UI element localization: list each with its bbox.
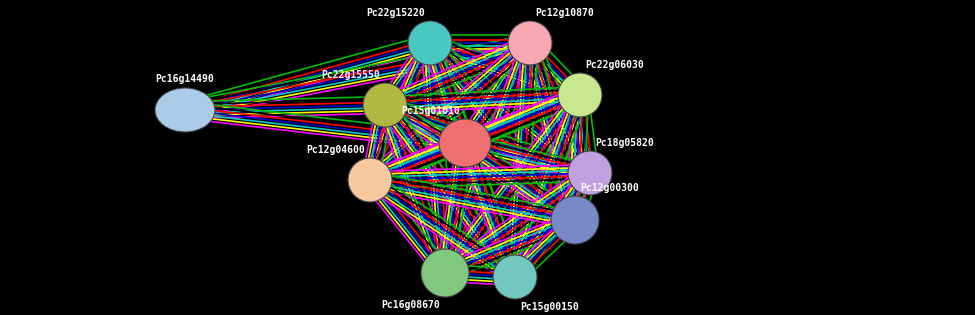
Text: Pc12g10870: Pc12g10870 — [535, 8, 594, 18]
Ellipse shape — [421, 249, 469, 297]
Ellipse shape — [508, 21, 552, 65]
Ellipse shape — [348, 158, 392, 202]
Ellipse shape — [439, 119, 491, 167]
Text: Pc12g00300: Pc12g00300 — [580, 183, 639, 193]
Text: Pc22g06030: Pc22g06030 — [585, 60, 644, 70]
Text: Pc16g08670: Pc16g08670 — [381, 300, 440, 310]
Text: Pc12g04600: Pc12g04600 — [306, 145, 365, 155]
Ellipse shape — [408, 21, 452, 65]
Text: Pc18g05820: Pc18g05820 — [595, 138, 654, 148]
Text: Pc22g15550: Pc22g15550 — [321, 70, 380, 80]
Text: Pc15g00150: Pc15g00150 — [520, 302, 579, 312]
Ellipse shape — [363, 83, 407, 127]
Text: Pc22g15220: Pc22g15220 — [367, 8, 425, 18]
Ellipse shape — [155, 88, 215, 132]
Ellipse shape — [551, 196, 599, 244]
Ellipse shape — [493, 255, 537, 299]
Ellipse shape — [568, 151, 612, 195]
Text: Pc16g14490: Pc16g14490 — [156, 74, 214, 84]
Text: Pc15g01010: Pc15g01010 — [402, 106, 460, 116]
Ellipse shape — [558, 73, 602, 117]
